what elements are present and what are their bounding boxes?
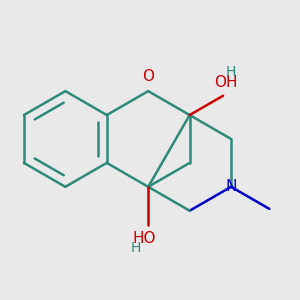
Text: N: N [225,179,237,194]
Text: H: H [225,65,236,79]
Text: OH: OH [214,75,238,90]
Text: HO: HO [133,231,156,246]
Text: H: H [130,241,140,255]
Text: O: O [142,69,154,84]
